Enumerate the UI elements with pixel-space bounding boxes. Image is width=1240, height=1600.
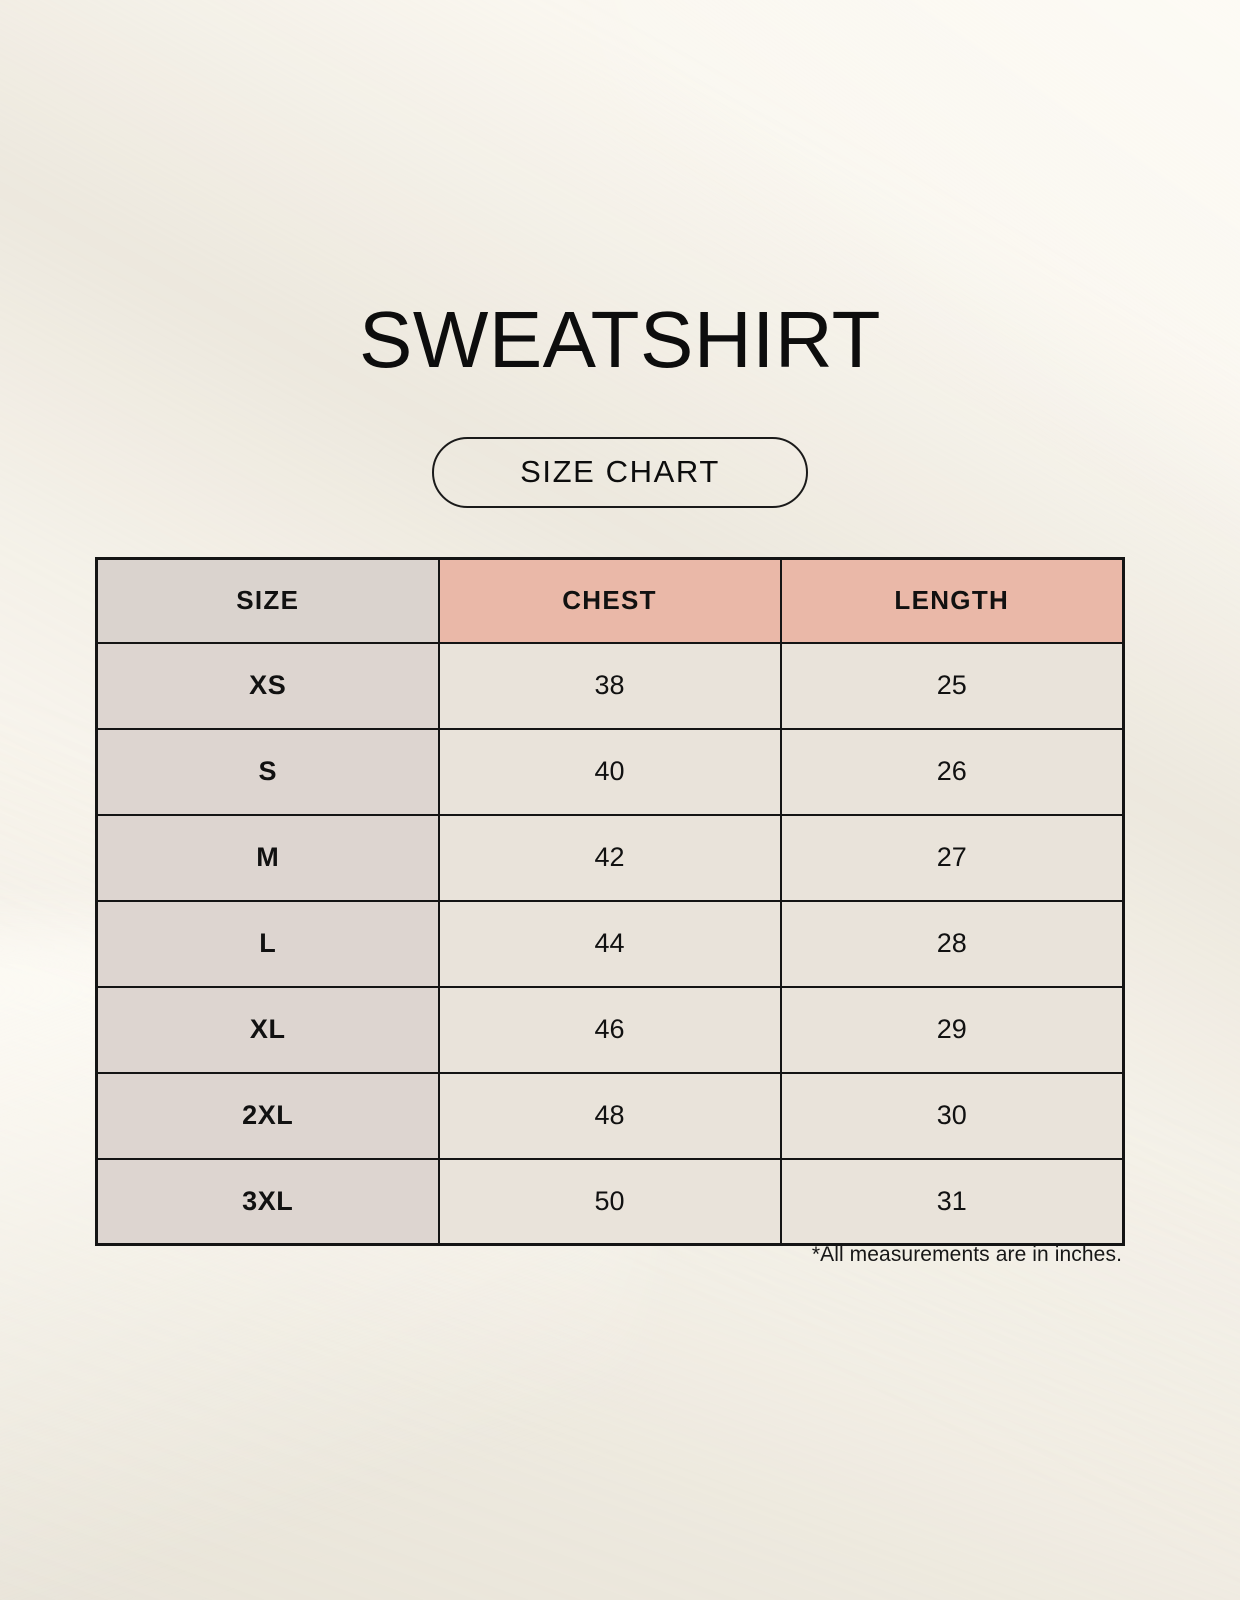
table-row: XS 38 25 [95, 641, 1125, 730]
cell-length: 28 [779, 899, 1125, 988]
table-row: L 44 28 [95, 899, 1125, 988]
measurements-footnote: *All measurements are in inches. [811, 1243, 1122, 1266]
cell-length: 31 [779, 1157, 1125, 1246]
column-header-length: LENGTH [779, 557, 1125, 644]
size-table-container: SIZE CHEST LENGTH XS 38 25 S 40 26 M [95, 557, 1125, 1246]
table-row: 2XL 48 30 [95, 1071, 1125, 1160]
cell-size: M [95, 813, 440, 902]
table-header: SIZE CHEST LENGTH [95, 557, 1125, 644]
cell-chest: 38 [437, 641, 782, 730]
table-row: M 42 27 [95, 813, 1125, 902]
cell-chest: 44 [437, 899, 782, 988]
table-row: 3XL 50 31 [95, 1157, 1125, 1246]
column-header-size: SIZE [95, 557, 440, 644]
cell-size: 3XL [95, 1157, 440, 1246]
cell-size: XL [95, 985, 440, 1074]
cell-size: 2XL [95, 1071, 440, 1160]
cell-size: S [95, 727, 440, 816]
cell-length: 27 [779, 813, 1125, 902]
cell-chest: 42 [437, 813, 782, 902]
cell-length: 30 [779, 1071, 1125, 1160]
size-chart-badge: SIZE CHART [432, 437, 808, 508]
cell-length: 25 [779, 641, 1125, 730]
cell-chest: 40 [437, 727, 782, 816]
table-row: XL 46 29 [95, 985, 1125, 1074]
column-header-chest: CHEST [437, 557, 782, 644]
badge-container: SIZE CHART [0, 437, 1240, 508]
size-chart-table: SIZE CHEST LENGTH XS 38 25 S 40 26 M [95, 557, 1125, 1246]
header-row: SIZE CHEST LENGTH [95, 557, 1125, 644]
cell-size: L [95, 899, 440, 988]
cell-length: 29 [779, 985, 1125, 1074]
cell-chest: 48 [437, 1071, 782, 1160]
table-body: XS 38 25 S 40 26 M 42 27 L 44 28 [95, 641, 1125, 1246]
cell-chest: 50 [437, 1157, 782, 1246]
page-title: SWEATSHIRT [358, 295, 882, 384]
cell-size: XS [95, 641, 440, 730]
cell-chest: 46 [437, 985, 782, 1074]
table-row: S 40 26 [95, 727, 1125, 816]
cell-length: 26 [779, 727, 1125, 816]
